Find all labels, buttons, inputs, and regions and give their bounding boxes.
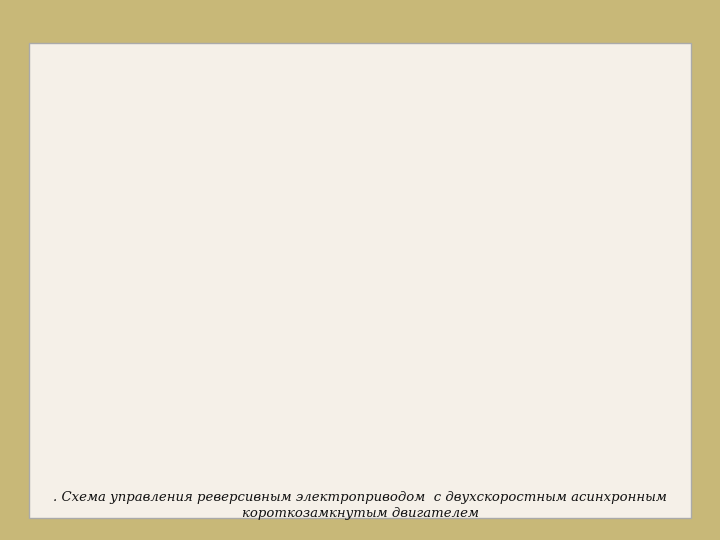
Text: КМ2: КМ2: [208, 145, 225, 153]
Text: SB4: SB4: [361, 280, 377, 287]
Text: КМ4: КМ4: [158, 270, 175, 278]
Text: КМ4: КМ4: [485, 286, 505, 294]
Text: КМ4: КМ4: [184, 348, 200, 356]
Text: КМ2: КМ2: [258, 145, 275, 153]
Text: КМ1: КМ1: [145, 145, 163, 153]
Text: КК1: КК1: [140, 219, 158, 227]
Text: КМ3: КМ3: [401, 333, 422, 341]
Text: КМ1: КМ1: [413, 227, 433, 235]
Text: KL: KL: [379, 227, 390, 235]
Bar: [485, 311, 506, 323]
Bar: [252, 228, 269, 239]
Text: М: М: [202, 376, 220, 393]
Text: КК2: КК2: [244, 219, 263, 227]
Text: КМ3: КМ3: [145, 270, 163, 278]
Text: FU1: FU1: [309, 114, 329, 123]
Text: КМ3: КМ3: [246, 270, 263, 278]
Text: КМ4: КМ4: [220, 348, 238, 356]
Text: КМ2: КМ2: [485, 367, 505, 375]
Circle shape: [259, 107, 264, 112]
Text: КМ4: КМ4: [355, 333, 375, 341]
Circle shape: [159, 107, 163, 112]
Bar: [485, 365, 506, 377]
Circle shape: [194, 367, 228, 401]
Text: КК1: КК1: [524, 161, 542, 169]
Text: КМ4: КМ4: [258, 270, 275, 278]
Text: КМ2: КМ2: [158, 145, 175, 153]
Text: QF: QF: [142, 118, 157, 127]
Text: КМ3: КМ3: [196, 270, 212, 278]
Bar: [485, 257, 506, 269]
Text: КМ2: КМ2: [436, 161, 456, 169]
Text: FU2: FU2: [312, 171, 330, 179]
Text: SB5: SB5: [348, 161, 366, 169]
Text: КМ4: КМ4: [208, 270, 225, 278]
Bar: [152, 228, 168, 239]
Text: КМ1: КМ1: [246, 145, 263, 153]
Text: КМ1: КМ1: [485, 215, 505, 223]
Text: КМ2: КМ2: [485, 234, 505, 242]
Text: короткозамкнутым двигателем: короткозамкнутым двигателем: [241, 507, 479, 519]
Bar: [485, 338, 506, 350]
Text: KL: KL: [490, 340, 501, 348]
Text: КМ3: КМ3: [485, 259, 505, 267]
Text: КМ4: КМ4: [386, 280, 406, 287]
Text: КМ4: КМ4: [347, 360, 368, 368]
Text: КМ3: КМ3: [485, 313, 505, 321]
Bar: [485, 213, 506, 224]
Text: КМ1: КМ1: [196, 145, 212, 153]
Text: КМ3: КМ3: [416, 280, 437, 287]
Text: КМ1: КМ1: [370, 208, 391, 216]
Bar: [485, 232, 506, 244]
Bar: [296, 125, 319, 132]
Bar: [485, 194, 506, 206]
Bar: [327, 179, 350, 186]
Text: КМ3: КМ3: [359, 306, 379, 314]
Text: SB1: SB1: [376, 161, 393, 169]
Text: КМ2: КМ2: [428, 208, 449, 216]
Text: KL: KL: [397, 161, 410, 169]
Circle shape: [209, 107, 213, 112]
Text: КМ4: КМ4: [401, 306, 422, 314]
Text: SB3: SB3: [337, 253, 354, 260]
Text: КМ3: КМ3: [382, 360, 402, 368]
Text: . Схема управления реверсивным электроприводом  с двухскоростным асинхронным: . Схема управления реверсивным электропр…: [53, 491, 667, 504]
Text: КМ1: КМ1: [485, 197, 505, 204]
Text: SB3: SB3: [330, 280, 347, 287]
Text: I>: I>: [243, 116, 256, 125]
Text: SB2: SB2: [414, 161, 431, 169]
Text: КК2: КК2: [556, 161, 575, 169]
Text: КМ2: КМ2: [355, 253, 375, 260]
Bar: [485, 284, 506, 296]
